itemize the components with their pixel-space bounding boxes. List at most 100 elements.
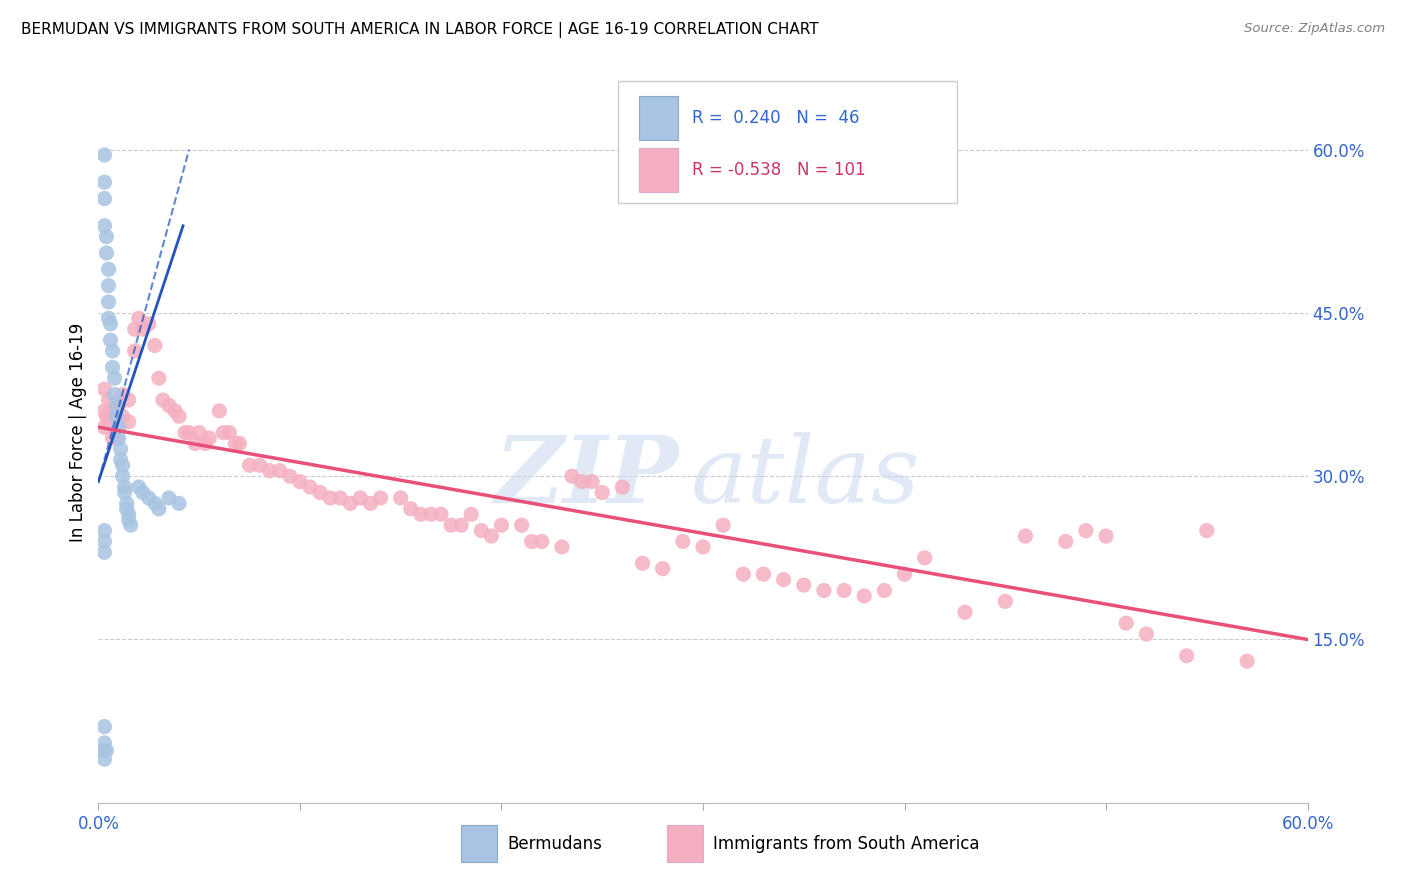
Point [953, 605, 976, 619]
Point [97, 311, 120, 326]
Point [208, 404, 231, 418]
Point [132, 485, 155, 500]
Text: R = -0.538   N = 101: R = -0.538 N = 101 [692, 161, 866, 178]
Point [163, 404, 186, 418]
Point [93, 545, 115, 559]
Point [138, 491, 160, 505]
Point [651, 562, 673, 576]
Point [460, 508, 482, 522]
Point [128, 311, 150, 326]
FancyBboxPatch shape [461, 825, 498, 862]
Point [120, 518, 142, 533]
Point [96, 743, 118, 757]
Point [105, 398, 128, 412]
Point [97, 278, 120, 293]
Point [105, 431, 128, 445]
Point [111, 469, 134, 483]
Point [93, 743, 115, 757]
Point [107, 431, 129, 445]
Point [118, 508, 141, 522]
Point [97, 415, 120, 429]
Point [114, 480, 136, 494]
Point [1195, 524, 1218, 538]
Point [93, 752, 115, 766]
Point [520, 534, 543, 549]
Point [450, 518, 472, 533]
Point [510, 518, 533, 533]
Point [278, 469, 301, 483]
Point [93, 192, 115, 206]
Point [288, 475, 311, 489]
Point [124, 322, 146, 336]
Point [93, 534, 115, 549]
Point [430, 508, 453, 522]
Point [115, 501, 138, 516]
Point [1115, 616, 1137, 631]
Point [1236, 654, 1258, 668]
Point [174, 425, 197, 440]
FancyBboxPatch shape [638, 95, 678, 140]
Point [148, 371, 170, 385]
Point [111, 409, 134, 424]
Point [101, 343, 124, 358]
Point [101, 431, 124, 445]
Point [100, 404, 122, 418]
Point [752, 567, 775, 582]
Point [692, 540, 714, 554]
Point [329, 491, 352, 505]
FancyBboxPatch shape [666, 825, 703, 862]
Text: atlas: atlas [690, 432, 921, 522]
Point [1054, 534, 1077, 549]
Point [1175, 648, 1198, 663]
Point [1135, 627, 1157, 641]
Point [107, 420, 129, 434]
Point [914, 550, 936, 565]
Text: R =  0.240   N =  46: R = 0.240 N = 46 [692, 109, 859, 127]
Point [591, 485, 613, 500]
Point [813, 583, 835, 598]
Point [114, 485, 136, 500]
Point [470, 524, 492, 538]
Point [93, 382, 115, 396]
Point [157, 491, 180, 505]
Point [167, 409, 190, 424]
Point [179, 425, 201, 440]
Point [96, 246, 118, 260]
Point [93, 524, 115, 538]
Point [93, 175, 115, 189]
Point [581, 475, 603, 489]
Point [96, 409, 118, 424]
Point [1014, 529, 1036, 543]
Point [101, 409, 124, 424]
Text: BERMUDAN VS IMMIGRANTS FROM SOUTH AMERICA IN LABOR FORCE | AGE 16-19 CORRELATION: BERMUDAN VS IMMIGRANTS FROM SOUTH AMERIC… [21, 22, 818, 38]
Point [370, 491, 392, 505]
Point [93, 219, 115, 233]
Point [631, 556, 654, 570]
Point [733, 567, 755, 582]
Point [224, 436, 246, 450]
Point [228, 436, 250, 450]
Text: Immigrants from South America: Immigrants from South America [713, 835, 979, 853]
Point [107, 398, 129, 412]
Point [239, 458, 262, 473]
Point [101, 360, 124, 375]
Point [96, 229, 118, 244]
Point [832, 583, 855, 598]
Point [118, 392, 141, 407]
Point [1074, 524, 1097, 538]
Point [118, 415, 141, 429]
Point [128, 480, 150, 494]
Point [218, 425, 240, 440]
Point [530, 534, 553, 549]
Point [893, 567, 915, 582]
Point [994, 594, 1017, 608]
Point [124, 343, 146, 358]
Point [138, 317, 160, 331]
Point [115, 496, 138, 510]
Point [873, 583, 896, 598]
Point [1095, 529, 1118, 543]
Point [110, 442, 132, 456]
Point [491, 518, 513, 533]
Point [481, 529, 503, 543]
Point [711, 518, 734, 533]
